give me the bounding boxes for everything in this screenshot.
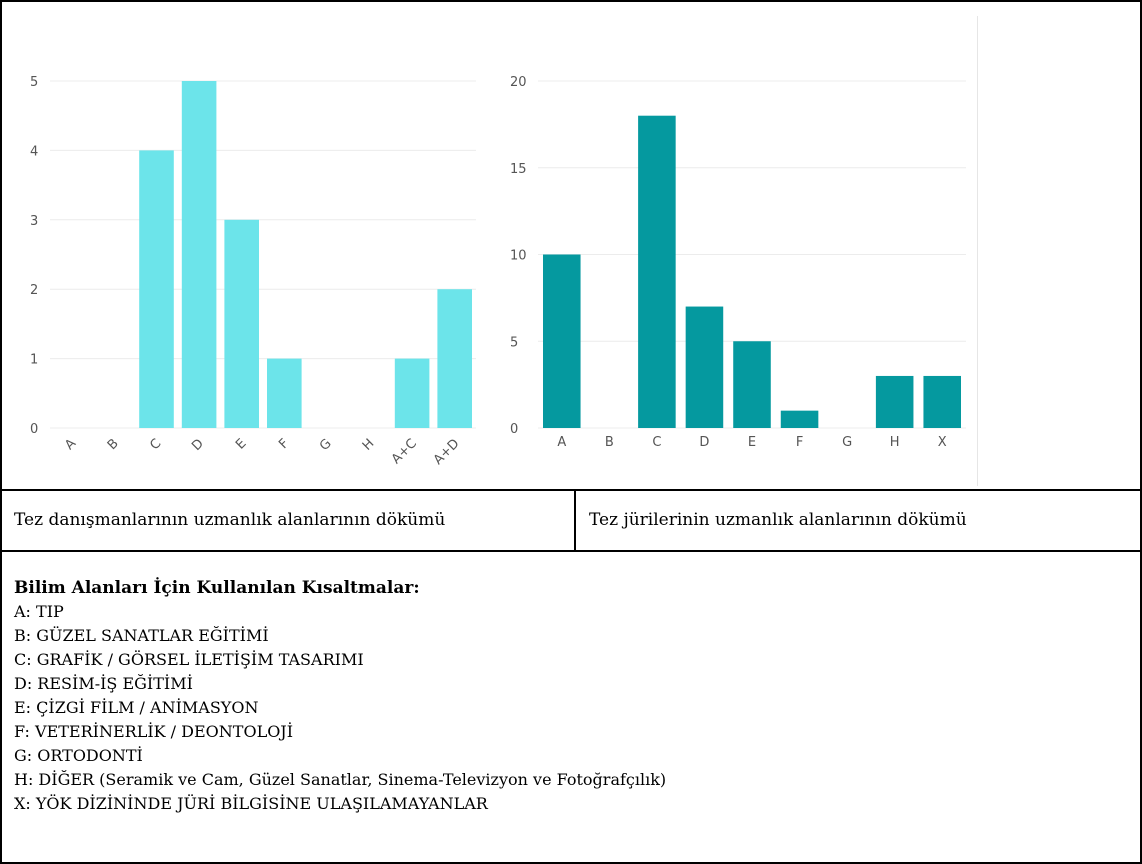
x-tick-label: H — [890, 435, 900, 450]
x-tick-label: B — [105, 436, 122, 453]
bar-D — [685, 306, 724, 428]
x-tick-label: E — [748, 435, 756, 450]
bar-A+C — [394, 358, 430, 428]
bar-H — [875, 375, 914, 428]
y-tick-label: 5 — [30, 75, 38, 90]
divider-charts-captions — [0, 489, 1142, 491]
y-tick-label: 3 — [30, 214, 38, 229]
x-tick-label: A+C — [389, 436, 420, 467]
x-tick-label: D — [699, 435, 709, 450]
x-tick-label: H — [360, 436, 378, 454]
bar-E — [224, 219, 259, 428]
x-tick-label: X — [938, 435, 947, 450]
legend-item: G: ORTODONTİ — [14, 746, 143, 765]
legend-item: C: GRAFİK / GÖRSEL İLETİŞİM TASARIMI — [14, 650, 364, 669]
charts-row: 0 1 2 3 4 5 A B C D E F G H A+C A+D 0 5 10 15 20 A B C D E F G H X — [2, 2, 1140, 489]
bar-F — [267, 358, 302, 428]
x-tick-label: G — [317, 436, 335, 454]
jury-bar-chart: 0 5 10 15 20 A B C D E F G H X — [510, 75, 966, 450]
y-tick-label: 5 — [510, 335, 518, 350]
caption-advisors: Tez danışmanlarının uzmanlık alanlarının… — [14, 510, 446, 530]
x-tick-label: B — [605, 435, 614, 450]
legend-item: F: VETERİNERLİK / DEONTOLOJİ — [14, 722, 294, 741]
x-tick-label: E — [233, 436, 249, 452]
x-tick-label: C — [147, 436, 164, 453]
legend-item: H: DİĞER (Seramik ve Cam, Güzel Sanatlar… — [14, 770, 667, 789]
y-tick-label: 0 — [510, 422, 518, 437]
y-tick-label: 1 — [30, 353, 38, 368]
bar-X — [923, 375, 961, 428]
y-tick-label: 15 — [510, 162, 527, 177]
bar-E — [733, 341, 771, 428]
legend-item: B: GÜZEL SANATLAR EĞİTİMİ — [14, 626, 269, 645]
bar-C — [638, 115, 676, 428]
caption-divider — [574, 489, 576, 551]
bar-C — [139, 150, 174, 428]
x-tick-label: A+D — [431, 436, 463, 468]
y-tick-label: 4 — [30, 144, 38, 159]
legend-item: X: YÖK DİZİNİNDE JÜRİ BİLGİSİNE ULAŞILAM… — [14, 794, 488, 813]
legend-item: D: RESİM-İŞ EĞİTİMİ — [14, 674, 193, 693]
y-tick-label: 2 — [30, 283, 38, 298]
bar-D — [181, 81, 217, 428]
x-tick-label: D — [189, 436, 207, 454]
y-tick-label: 0 — [30, 422, 38, 437]
y-tick-label: 20 — [510, 75, 527, 90]
caption-jury: Tez jürilerinin uzmanlık alanlarının dök… — [589, 510, 967, 530]
y-tick-label: 10 — [510, 249, 527, 264]
x-tick-label: F — [276, 436, 292, 452]
x-tick-label: A — [557, 435, 566, 450]
x-tick-label: F — [796, 435, 803, 450]
advisors-bar-chart: 0 1 2 3 4 5 A B C D E F G H A+C A+D — [30, 75, 476, 468]
x-tick-label: A — [62, 436, 79, 453]
plot-separator — [977, 16, 978, 486]
legend-item: E: ÇİZGİ FİLM / ANİMASYON — [14, 698, 259, 717]
legend-title: Bilim Alanları İçin Kullanılan Kısaltmal… — [14, 578, 420, 598]
bar-A+D — [437, 289, 472, 428]
legend-item: A: TIP — [14, 602, 64, 621]
bar-A — [543, 254, 581, 428]
bar-F — [780, 410, 819, 428]
x-tick-label: C — [652, 435, 661, 450]
abbreviations-legend: Bilim Alanları İçin Kullanılan Kısaltmal… — [14, 576, 1124, 816]
divider-captions-legend — [0, 550, 1142, 552]
x-tick-label: G — [842, 435, 852, 450]
